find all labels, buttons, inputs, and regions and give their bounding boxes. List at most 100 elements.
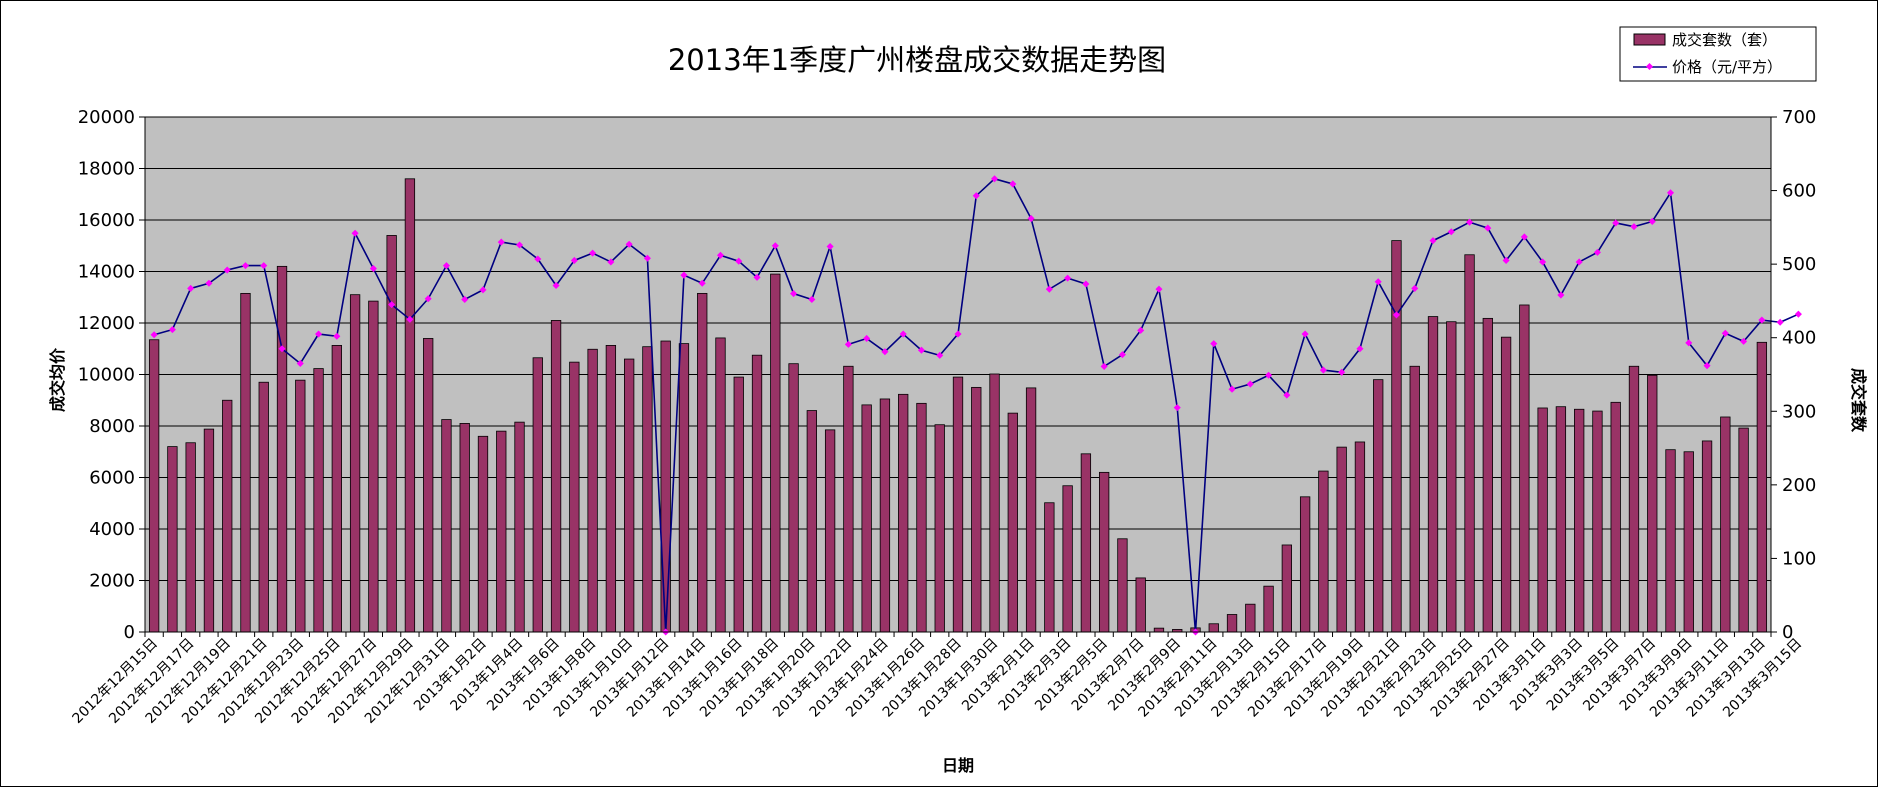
price-point (333, 332, 341, 340)
bar (368, 300, 379, 633)
bar (496, 430, 507, 633)
y-left-tick-label: 8000 (89, 416, 135, 437)
y-right-tick-label: 200 (1782, 475, 1816, 496)
bar (569, 361, 580, 633)
y-left-tick-label: 14000 (78, 262, 135, 283)
bar (1738, 427, 1749, 633)
bar (1464, 254, 1475, 633)
bar (788, 363, 799, 633)
bar (1391, 240, 1402, 633)
bar (1628, 365, 1640, 633)
x-axis-title: 日期 (942, 756, 974, 775)
price-point (899, 330, 907, 338)
price-point (790, 290, 798, 298)
y-left-tick-label: 18000 (78, 159, 135, 180)
price-point (991, 175, 999, 183)
price-point (625, 240, 633, 248)
bar (1482, 317, 1493, 633)
bar (1117, 538, 1128, 633)
bar (1299, 496, 1311, 633)
bar (1409, 365, 1420, 633)
price-point (479, 286, 487, 294)
bar (971, 386, 982, 633)
bar (1318, 470, 1329, 633)
price-point (461, 295, 469, 303)
bar (989, 373, 1000, 633)
bar (642, 346, 653, 633)
price-point (296, 359, 304, 367)
bar (1427, 316, 1439, 633)
bar (1720, 416, 1731, 633)
y-left-tick-label: 2000 (89, 571, 135, 592)
bar (1701, 440, 1713, 633)
price-point (223, 266, 231, 274)
price-point (442, 262, 450, 270)
bar (1500, 336, 1512, 633)
price-point (388, 301, 396, 309)
price-point (278, 345, 286, 353)
bar (222, 399, 233, 633)
price-point (680, 271, 688, 279)
bar (934, 424, 945, 633)
bar (313, 368, 324, 633)
bar (1281, 544, 1292, 633)
bar (715, 337, 726, 633)
y-right-tick-label: 400 (1782, 328, 1816, 349)
bar (1245, 603, 1256, 633)
bar (1537, 407, 1548, 633)
bar (1354, 441, 1366, 633)
bar (1226, 614, 1238, 633)
bar (1153, 627, 1165, 633)
price-point (936, 351, 944, 359)
price-point (515, 241, 524, 249)
price-point (260, 262, 268, 270)
price-point (917, 346, 925, 354)
y-left-axis-title: 成交均价 (48, 347, 67, 412)
bar (678, 343, 690, 633)
bar (203, 428, 215, 633)
bar (861, 404, 872, 633)
price-point (205, 279, 213, 287)
bar (1446, 321, 1457, 633)
y-left-tick-label: 6000 (89, 468, 135, 489)
bar (514, 421, 525, 633)
y-right-tick-label: 100 (1782, 548, 1816, 569)
bar (1647, 374, 1658, 633)
bar (843, 365, 854, 633)
legend-bar-label: 成交套数（套） (1672, 31, 1777, 49)
bar (952, 376, 964, 633)
bar (295, 379, 306, 633)
bar (1080, 453, 1092, 633)
bar (1665, 449, 1676, 633)
price-point (844, 340, 852, 348)
price-point (150, 331, 158, 339)
bar (660, 340, 671, 633)
bar (587, 348, 598, 633)
bar (167, 446, 178, 633)
bar (1135, 577, 1146, 633)
price-point (972, 192, 980, 200)
bar (386, 235, 397, 633)
price-point (552, 281, 560, 290)
bar (185, 442, 196, 633)
bar (1756, 341, 1768, 633)
price-point (534, 255, 542, 263)
price-point (863, 334, 871, 342)
price-point (168, 326, 176, 334)
price-point (643, 254, 651, 262)
price-point (771, 242, 779, 250)
price-point (241, 262, 250, 270)
y-left-tick-label: 20000 (78, 107, 135, 128)
bar (1373, 379, 1384, 633)
bar (258, 381, 269, 633)
bar (276, 265, 288, 633)
bar (441, 419, 452, 633)
price-point (369, 265, 377, 273)
price-point (716, 251, 725, 259)
bar (1592, 410, 1603, 633)
bar (879, 398, 891, 633)
bar (733, 376, 744, 633)
bar (1574, 408, 1585, 633)
price-point (589, 249, 597, 257)
